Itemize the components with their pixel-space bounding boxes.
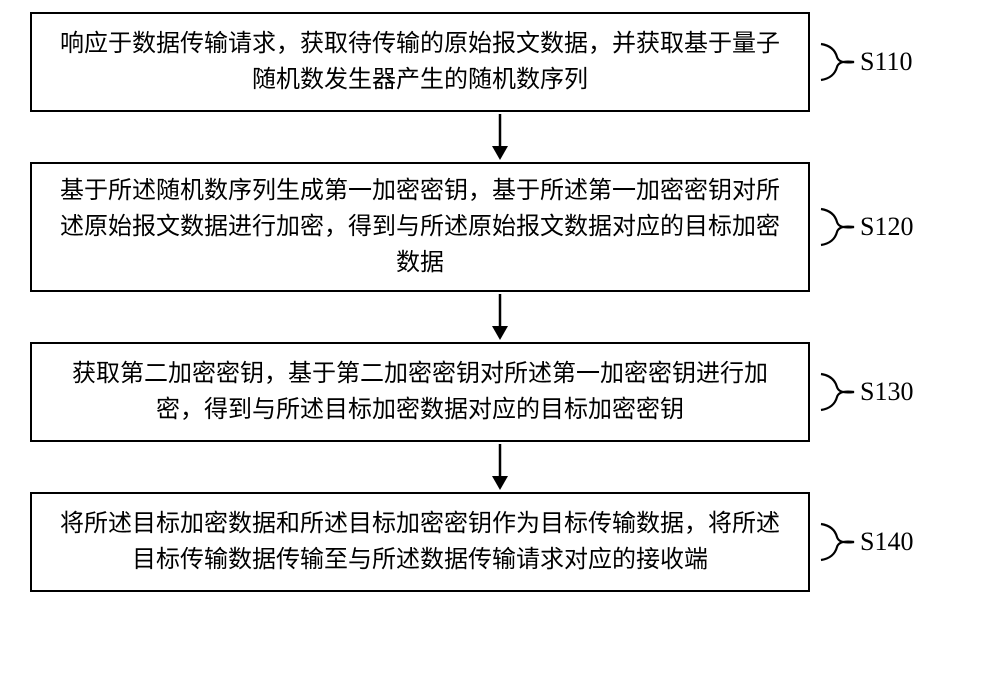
tag-wrap-3: S130 [820,372,913,412]
step-row-2: 基于所述随机数序列生成第一加密密钥，基于所述第一加密密钥对所述原始报文数据进行加… [30,162,970,292]
step-text-1: 响应于数据传输请求，获取待传输的原始报文数据，并获取基于量子随机数发生器产生的随… [52,26,788,98]
step-row-1: 响应于数据传输请求，获取待传输的原始报文数据，并获取基于量子随机数发生器产生的随… [30,12,970,112]
step-tag-1: S110 [860,47,913,77]
step-tag-4: S140 [860,527,913,557]
arrow-down-icon [485,112,515,162]
arrow-down-icon [485,292,515,342]
brace-icon [820,207,856,247]
step-text-4: 将所述目标加密数据和所述目标加密密钥作为目标传输数据，将所述目标传输数据传输至与… [52,506,788,578]
step-box-2: 基于所述随机数序列生成第一加密密钥，基于所述第一加密密钥对所述原始报文数据进行加… [30,162,810,292]
step-text-2: 基于所述随机数序列生成第一加密密钥，基于所述第一加密密钥对所述原始报文数据进行加… [52,173,788,281]
arrow-1 [110,112,890,162]
tag-wrap-2: S120 [820,207,913,247]
step-box-1: 响应于数据传输请求，获取待传输的原始报文数据，并获取基于量子随机数发生器产生的随… [30,12,810,112]
step-box-3: 获取第二加密密钥，基于第二加密密钥对所述第一加密密钥进行加密，得到与所述目标加密… [30,342,810,442]
step-tag-3: S130 [860,377,913,407]
tag-wrap-4: S140 [820,522,913,562]
brace-icon [820,372,856,412]
brace-icon [820,42,856,82]
step-box-4: 将所述目标加密数据和所述目标加密密钥作为目标传输数据，将所述目标传输数据传输至与… [30,492,810,592]
brace-icon [820,522,856,562]
arrow-2 [110,292,890,342]
step-tag-2: S120 [860,212,913,242]
arrow-3 [110,442,890,492]
flowchart-container: 响应于数据传输请求，获取待传输的原始报文数据，并获取基于量子随机数发生器产生的随… [30,12,970,592]
arrow-down-icon [485,442,515,492]
step-row-3: 获取第二加密密钥，基于第二加密密钥对所述第一加密密钥进行加密，得到与所述目标加密… [30,342,970,442]
step-text-3: 获取第二加密密钥，基于第二加密密钥对所述第一加密密钥进行加密，得到与所述目标加密… [52,356,788,428]
step-row-4: 将所述目标加密数据和所述目标加密密钥作为目标传输数据，将所述目标传输数据传输至与… [30,492,970,592]
tag-wrap-1: S110 [820,42,913,82]
